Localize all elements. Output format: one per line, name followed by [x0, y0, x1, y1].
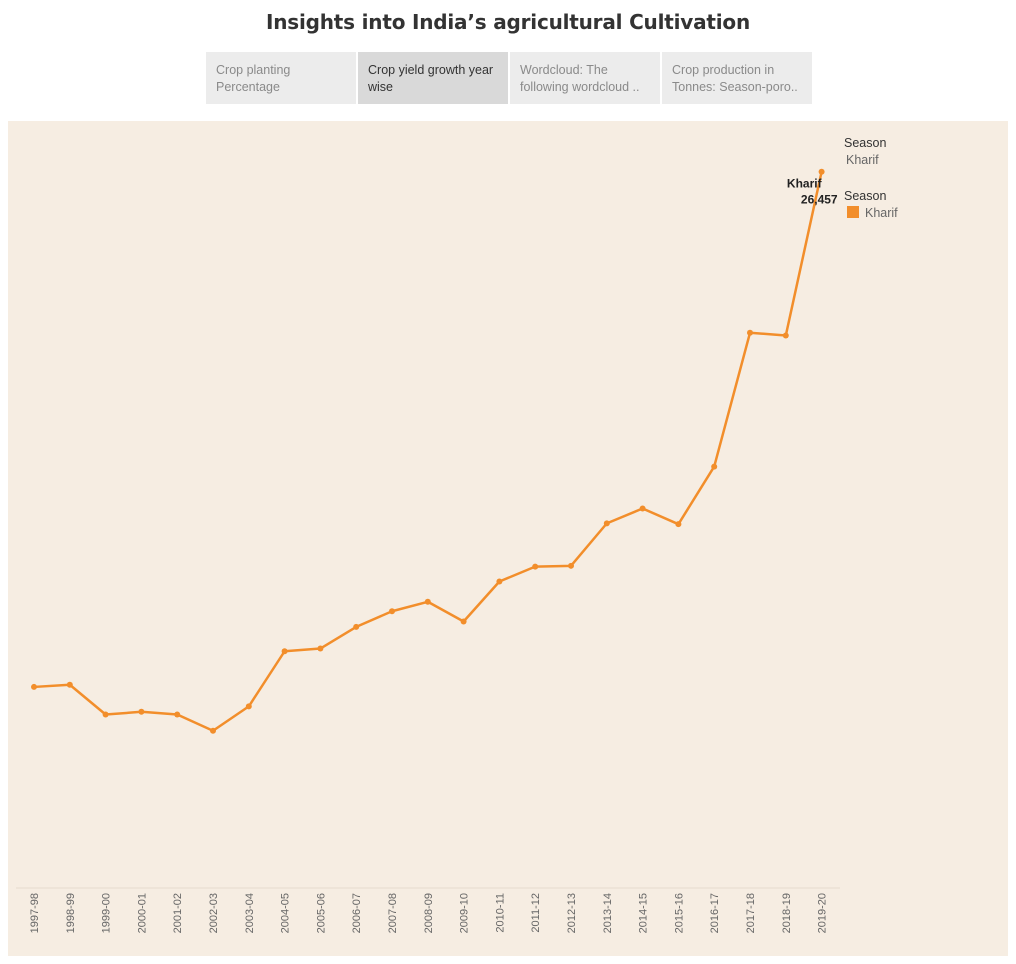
data-point[interactable]	[138, 708, 145, 715]
x-tick-label: 2019-20	[817, 893, 829, 933]
data-point[interactable]	[245, 703, 252, 710]
chart-panel	[8, 121, 1008, 956]
legend-swatch	[847, 206, 859, 218]
x-tick-label: 2012-13	[566, 893, 578, 933]
x-tick-label: 2001-02	[172, 893, 184, 933]
tab-crop-planting-percentage[interactable]: Crop planting Percentage	[206, 52, 356, 104]
data-point[interactable]	[675, 521, 682, 528]
x-tick-label: 2017-18	[745, 893, 757, 933]
legend-item-label: Kharif	[865, 206, 898, 220]
data-point[interactable]	[31, 683, 37, 690]
data-point[interactable]	[389, 608, 395, 615]
data-point[interactable]	[66, 681, 73, 688]
x-tick-label: 2007-08	[387, 893, 399, 933]
data-point[interactable]	[603, 520, 610, 527]
data-point[interactable]	[281, 648, 288, 655]
series-line-kharif	[33, 171, 823, 732]
x-tick-label: 1997-98	[29, 893, 41, 933]
legend-title: Season	[844, 189, 887, 203]
tab-wordcloud[interactable]: Wordcloud: The following wordcloud ..	[510, 52, 660, 104]
annotation-label: Kharif	[787, 177, 823, 191]
data-point[interactable]	[532, 563, 539, 570]
data-point[interactable]	[210, 727, 216, 734]
data-point[interactable]	[496, 578, 503, 585]
x-tick-label: 2006-07	[351, 893, 363, 933]
tab-crop-yield-growth[interactable]: Crop yield growth year wise	[358, 52, 508, 104]
data-point[interactable]	[424, 598, 431, 605]
data-point[interactable]	[568, 562, 574, 569]
x-tick-label: 2005-06	[315, 893, 327, 933]
data-point[interactable]	[639, 505, 646, 512]
data-point[interactable]	[818, 168, 825, 175]
data-point[interactable]	[782, 332, 789, 339]
data-point[interactable]	[102, 711, 109, 718]
x-tick-label: 2015-16	[673, 893, 685, 933]
x-tick-label: 2008-09	[423, 893, 435, 933]
x-tick-label: 2013-14	[602, 893, 614, 933]
color-legend: Season Kharif	[844, 189, 898, 220]
story-tabs: Crop planting Percentage Crop yield grow…	[206, 52, 812, 104]
x-tick-label: 2016-17	[709, 893, 721, 933]
tab-crop-production[interactable]: Crop production in Tonnes: Season-poro..	[662, 52, 812, 104]
filter-value[interactable]: Kharif	[846, 153, 879, 167]
data-point[interactable]	[174, 711, 181, 718]
data-point[interactable]	[317, 645, 324, 652]
x-tick-label: 2009-10	[459, 893, 471, 933]
x-tick-label: 2002-03	[208, 893, 220, 933]
data-point[interactable]	[460, 618, 467, 625]
x-tick-label: 2018-19	[781, 893, 793, 933]
x-tick-label: 2000-01	[136, 893, 148, 933]
legend-item[interactable]: Kharif	[847, 206, 898, 220]
filter-title: Season	[844, 136, 887, 150]
x-tick-label: 1999-00	[101, 893, 113, 933]
annotation-value: 26,457	[801, 193, 838, 207]
season-filter[interactable]: Season Kharif	[844, 136, 886, 167]
x-tick-label: 2014-15	[638, 893, 650, 933]
page-title: Insights into India’s agricultural Culti…	[266, 10, 750, 34]
x-tick-label: 2011-12	[530, 893, 542, 933]
data-point[interactable]	[353, 623, 360, 630]
x-tick-label: 2010-11	[494, 893, 506, 933]
data-point[interactable]	[747, 329, 753, 336]
x-tick-label: 1998-99	[65, 893, 77, 933]
x-tick-label: 2003-04	[244, 893, 256, 933]
x-tick-label: 2004-05	[280, 893, 292, 933]
data-point[interactable]	[711, 463, 718, 470]
